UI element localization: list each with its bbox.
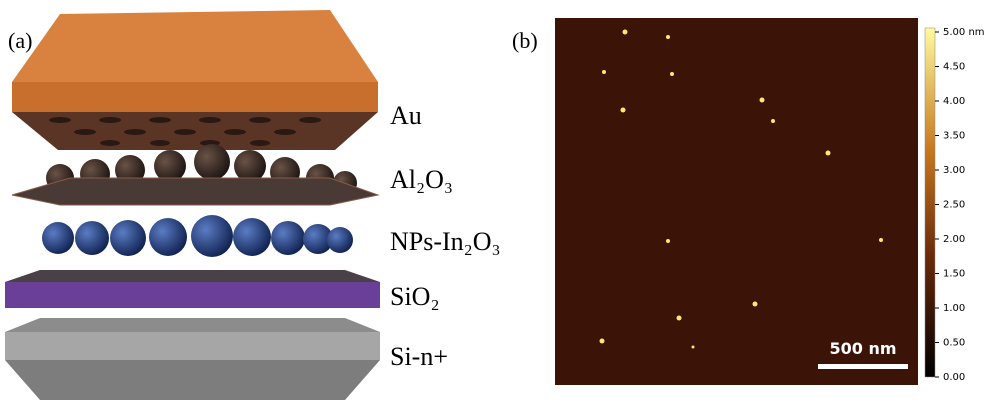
colorbar-label: 0.50 (943, 338, 965, 349)
colorbar (925, 28, 935, 377)
panel-label: (a) (8, 28, 32, 53)
layer-label: Si-n+ (390, 342, 448, 371)
si-front (5, 332, 380, 360)
colorbar-label: 3.50 (943, 131, 965, 142)
scale-bar-label: 500 nm (829, 339, 896, 358)
sio2-front (5, 282, 380, 308)
layer-label: Al₂O₃ (390, 165, 453, 194)
colorbar-label: 1.00 (943, 303, 965, 314)
scale-bar (818, 364, 908, 369)
si-top (5, 318, 380, 332)
si-bottom (5, 360, 380, 400)
colorbar-label: 0.00 (943, 372, 965, 383)
colorbar-label: 2.50 (943, 200, 965, 211)
afm-image (555, 18, 918, 385)
colorbar-label: 3.00 (943, 165, 965, 176)
device-diagram (5, 10, 380, 400)
layer-label: SiO₂ (390, 282, 440, 311)
figure: (a) Au Al₂O₃ NPs-In₂O₃ SiO₂ Si-n+ (b) 50… (0, 0, 987, 408)
colorbar-label: 5.00 nm (943, 27, 985, 38)
panel-label: (b) (512, 28, 538, 53)
sio2-top (5, 270, 380, 282)
layer-label: Au (390, 101, 422, 130)
layer-label: NPs-In₂O₃ (390, 227, 501, 256)
nanoparticles (42, 215, 353, 257)
al2o3-plate (12, 178, 378, 205)
colorbar-label: 4.00 (943, 96, 965, 107)
au-top (12, 10, 378, 82)
colorbar-label: 1.50 (943, 269, 965, 280)
colorbar-ticks: 5.00 nm 4.50 4.00 3.50 3.00 2.50 2.00 1.50 1.00 0… (935, 27, 985, 383)
colorbar-label: 4.50 (943, 62, 965, 73)
colorbar-label: 2.00 (943, 234, 965, 245)
au-front (12, 82, 378, 112)
